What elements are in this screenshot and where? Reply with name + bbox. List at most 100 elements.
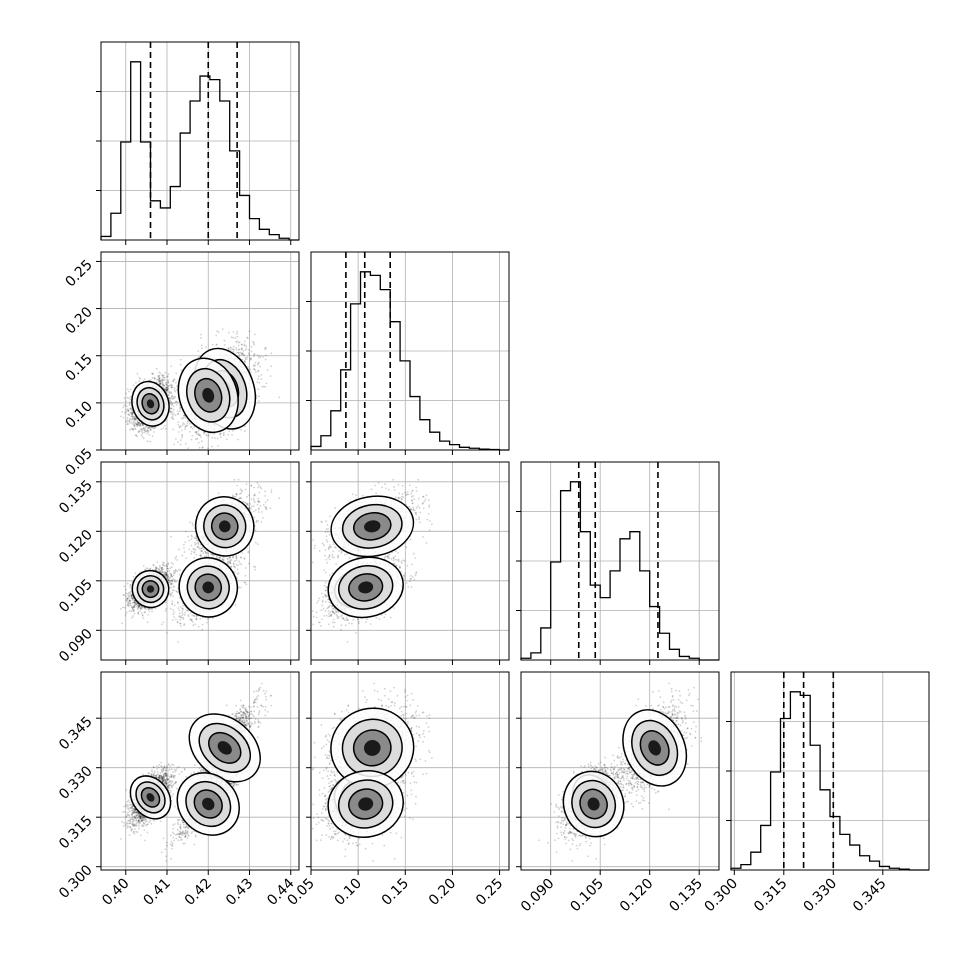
- sample-point: [133, 415, 136, 418]
- sample-point: [244, 425, 247, 428]
- sample-point: [133, 425, 136, 428]
- sample-point: [141, 432, 144, 434]
- scatter-panel-p0-vs-p1: [96, 251, 300, 456]
- sample-point: [190, 426, 192, 429]
- sample-point: [177, 441, 179, 444]
- sample-point: [166, 388, 169, 391]
- sample-point: [137, 423, 140, 426]
- sample-point: [194, 431, 197, 433]
- sample-point: [242, 353, 245, 356]
- sample-point: [197, 429, 200, 432]
- sample-point: [126, 396, 129, 399]
- sample-point: [250, 358, 252, 361]
- sample-point: [172, 380, 175, 382]
- sample-point: [185, 425, 187, 427]
- sample-point: [129, 408, 132, 410]
- sample-point: [159, 382, 162, 385]
- sample-point: [179, 408, 182, 410]
- sample-point: [149, 440, 152, 443]
- sample-point: [164, 388, 167, 390]
- sample-point: [199, 434, 202, 437]
- sample-point: [182, 417, 184, 420]
- sample-point: [141, 428, 144, 431]
- sample-point: [234, 337, 237, 339]
- sample-point: [197, 441, 200, 444]
- sample-point: [164, 389, 167, 392]
- sample-point: [166, 386, 169, 389]
- sample-point: [159, 382, 162, 385]
- sample-point: [184, 417, 187, 419]
- sample-point: [153, 431, 155, 433]
- sample-point: [130, 411, 133, 414]
- sample-point: [264, 346, 267, 349]
- sample-point: [132, 415, 134, 418]
- sample-point: [180, 369, 183, 372]
- sample-point: [243, 354, 245, 357]
- sample-point: [195, 430, 198, 433]
- sample-point: [162, 376, 165, 379]
- sample-point: [165, 381, 168, 384]
- sample-point: [130, 418, 133, 421]
- sample-point: [155, 367, 158, 370]
- sample-point: [148, 427, 151, 429]
- sample-point: [143, 431, 146, 434]
- sample-point: [123, 397, 126, 400]
- sample-point: [148, 434, 151, 436]
- sample-point: [168, 392, 171, 395]
- sample-point: [130, 412, 133, 415]
- sample-point: [137, 422, 140, 424]
- sample-point: [164, 371, 167, 374]
- sample-point: [253, 355, 255, 357]
- sample-point: [236, 340, 238, 342]
- sample-point: [248, 330, 251, 333]
- sample-point: [133, 423, 136, 425]
- sample-point: [219, 432, 222, 435]
- sample-point: [256, 363, 259, 366]
- sample-point: [241, 347, 243, 349]
- sample-point: [167, 380, 170, 383]
- sample-point: [214, 437, 216, 440]
- sample-point: [241, 358, 244, 361]
- sample-point: [254, 369, 257, 371]
- sample-point: [252, 341, 254, 343]
- sample-point: [151, 372, 154, 375]
- sample-point: [127, 410, 130, 412]
- sample-point: [165, 390, 168, 393]
- sample-point: [264, 358, 267, 361]
- sample-point: [229, 346, 232, 349]
- sample-point: [158, 382, 161, 385]
- sample-point: [179, 425, 182, 427]
- sample-point: [153, 427, 155, 430]
- sample-point: [175, 372, 178, 375]
- sample-point: [232, 429, 234, 432]
- sample-point: [167, 385, 170, 387]
- sample-point: [177, 423, 180, 426]
- sample-point: [162, 383, 165, 386]
- sample-point: [177, 412, 180, 415]
- sample-point: [159, 382, 162, 385]
- sample-point: [158, 371, 161, 374]
- sample-point: [240, 353, 243, 355]
- sample-point: [136, 420, 139, 423]
- sample-point: [144, 378, 146, 381]
- sample-point: [132, 416, 135, 418]
- sample-point: [204, 346, 207, 349]
- sample-point: [171, 417, 174, 419]
- sample-point: [160, 379, 163, 382]
- sample-point: [249, 359, 252, 361]
- sample-point: [176, 385, 179, 388]
- sample-point: [129, 388, 132, 391]
- sample-point: [153, 376, 156, 379]
- sample-point: [136, 419, 139, 422]
- sample-point: [211, 454, 213, 456]
- sample-point: [129, 402, 131, 405]
- sample-point: [163, 376, 166, 379]
- sample-point: [200, 344, 203, 347]
- sample-point: [256, 381, 259, 384]
- sample-point: [256, 354, 259, 356]
- sample-point: [165, 387, 168, 389]
- sample-point: [211, 436, 214, 439]
- sample-point: [128, 419, 131, 422]
- sample-point: [144, 426, 147, 429]
- sample-point: [243, 360, 246, 363]
